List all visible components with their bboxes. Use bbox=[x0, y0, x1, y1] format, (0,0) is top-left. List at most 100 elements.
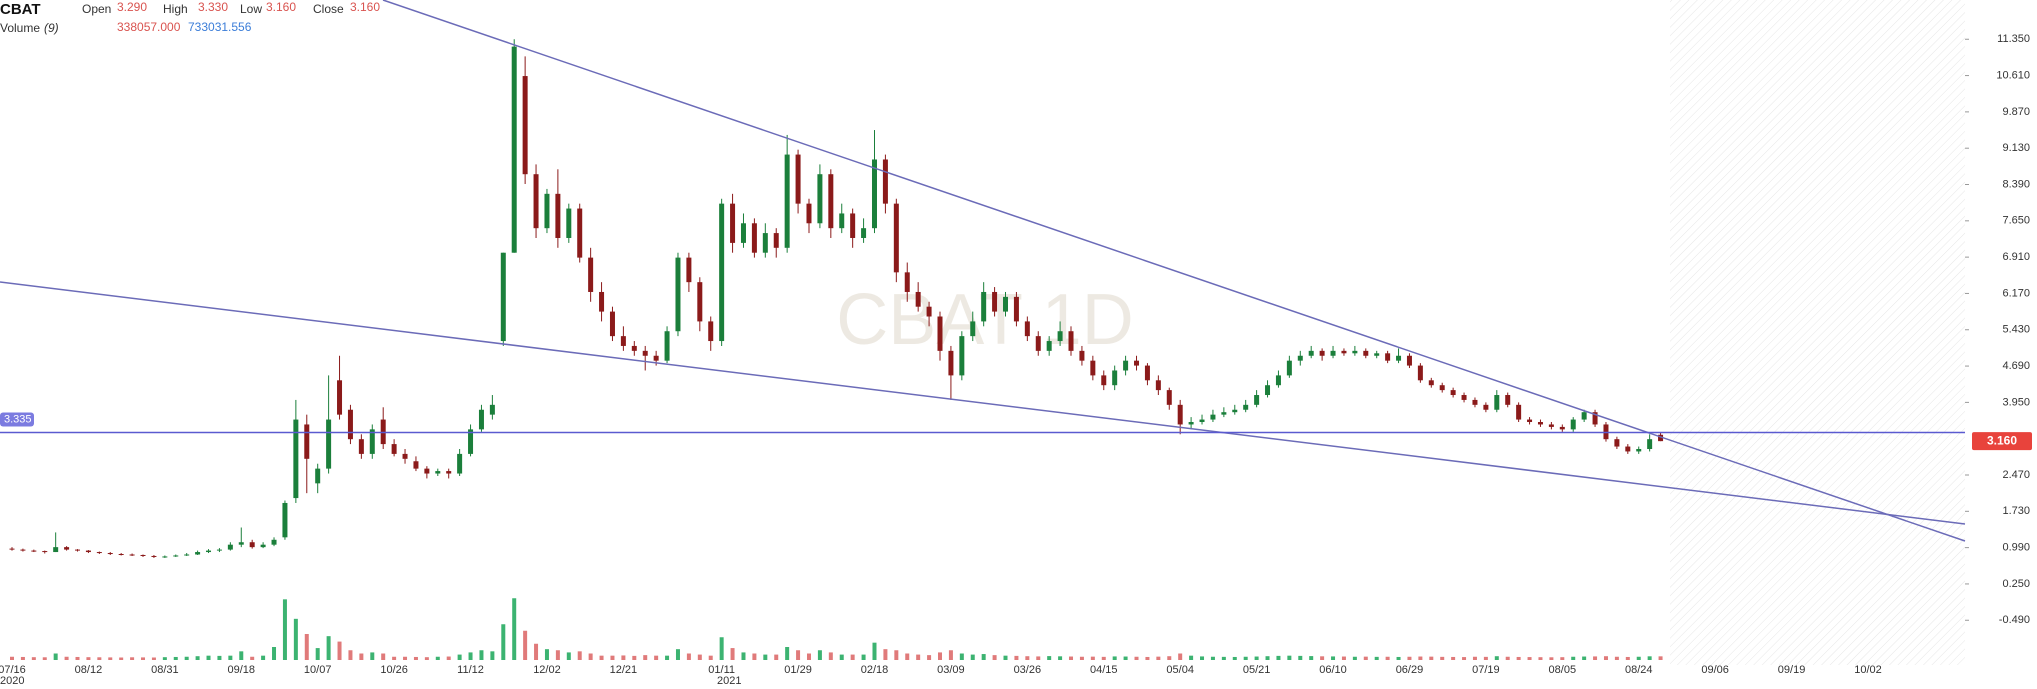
header: CBAT Open 3.290 High 3.330 Low 3.160 Clo… bbox=[0, 0, 380, 35]
candle-body bbox=[773, 233, 779, 248]
candle-body bbox=[1013, 296, 1019, 322]
candle-body bbox=[544, 193, 550, 229]
volume-bar bbox=[763, 654, 768, 660]
volume-bar bbox=[1440, 656, 1445, 660]
volume-bar bbox=[1647, 656, 1652, 660]
candle-body bbox=[1581, 412, 1587, 420]
x-tick-label: 05/04 bbox=[1166, 664, 1194, 676]
volume-bar bbox=[108, 657, 113, 660]
candle-body bbox=[1112, 370, 1118, 386]
volume-bar bbox=[1047, 656, 1052, 660]
y-tick-label: 2.470 bbox=[2002, 469, 2030, 481]
candle-body bbox=[315, 468, 321, 484]
candle-body bbox=[926, 306, 932, 317]
candle-body bbox=[631, 345, 637, 351]
candle-body bbox=[96, 552, 102, 554]
x-tick-label: 08/05 bbox=[1549, 664, 1577, 676]
volume-bar bbox=[796, 650, 801, 660]
candle-body bbox=[1406, 355, 1412, 366]
y-tick-label: 7.650 bbox=[2002, 215, 2030, 227]
x-tick-label: 06/29 bbox=[1396, 664, 1424, 676]
y-tick-label: -0.490 bbox=[1999, 614, 2030, 626]
volume-bar bbox=[675, 649, 680, 660]
candle-body bbox=[457, 453, 463, 474]
volume-bar bbox=[413, 656, 418, 660]
candle-body bbox=[227, 544, 233, 550]
volume-bar bbox=[1658, 656, 1663, 660]
volume-bar bbox=[53, 653, 58, 660]
volume-bar bbox=[970, 654, 975, 660]
volume-bar bbox=[894, 650, 899, 660]
candle-body bbox=[1352, 350, 1358, 354]
candle-body bbox=[1275, 375, 1281, 386]
candle-body bbox=[42, 551, 48, 553]
x-tick-label: 12/21 bbox=[610, 664, 638, 676]
candle-body bbox=[566, 208, 572, 238]
candle-body bbox=[9, 548, 15, 550]
volume-bar bbox=[1069, 656, 1074, 660]
candle-body bbox=[555, 193, 561, 238]
volume-bar bbox=[1134, 656, 1139, 660]
volume-bar bbox=[1265, 656, 1270, 660]
volume-bar bbox=[839, 654, 844, 660]
candle-body bbox=[1461, 395, 1467, 400]
candle-body bbox=[981, 291, 987, 322]
volume-bar bbox=[1516, 656, 1521, 660]
volume-bar bbox=[992, 655, 997, 660]
volume-bar bbox=[479, 650, 484, 660]
candle-body bbox=[817, 174, 823, 224]
candle-body bbox=[1286, 360, 1292, 376]
candle-body bbox=[1221, 412, 1227, 415]
volume-bar bbox=[828, 652, 833, 660]
last-price-label: 3.160 bbox=[1987, 433, 2017, 447]
volume-bar bbox=[1396, 656, 1401, 660]
level-label: 3.335 bbox=[4, 413, 32, 425]
candle-body bbox=[1647, 439, 1653, 449]
volume-bar bbox=[654, 655, 659, 660]
volume-bar bbox=[1014, 655, 1019, 660]
candle-body bbox=[828, 174, 834, 229]
volume-bar bbox=[359, 653, 364, 660]
candle-body bbox=[1614, 439, 1620, 447]
volume-bar bbox=[774, 654, 779, 660]
candle-body bbox=[478, 409, 484, 430]
field-name: High bbox=[163, 2, 188, 16]
volume-bar bbox=[1593, 656, 1598, 660]
volume-label: Volume bbox=[0, 21, 40, 35]
candle-body bbox=[1319, 350, 1325, 356]
candle-body bbox=[992, 291, 998, 312]
candle-body bbox=[184, 554, 190, 556]
candle-body bbox=[806, 203, 812, 224]
trend-line bbox=[382, 0, 1966, 542]
volume-bar bbox=[916, 654, 921, 660]
y-tick-label: 3.950 bbox=[2002, 396, 2030, 408]
volume-bar bbox=[141, 657, 146, 660]
candle-body bbox=[413, 461, 419, 469]
volume-bar bbox=[1571, 656, 1576, 660]
y-tick-label: 6.170 bbox=[2002, 287, 2030, 299]
volume-bar bbox=[588, 653, 593, 660]
candle-body bbox=[784, 154, 790, 248]
candle-body bbox=[304, 424, 310, 459]
volume-bar bbox=[1003, 655, 1008, 660]
volume-bar bbox=[1451, 656, 1456, 660]
volume-bar bbox=[130, 657, 135, 660]
candle-body bbox=[686, 257, 692, 283]
volume-bar bbox=[665, 655, 670, 660]
candle-body bbox=[271, 539, 277, 545]
candle-body bbox=[577, 208, 583, 258]
volume-bar bbox=[1189, 655, 1194, 660]
volume-bar bbox=[1331, 656, 1336, 660]
candle-body bbox=[675, 257, 681, 332]
volume-bar bbox=[446, 656, 451, 660]
volume-bar bbox=[1374, 656, 1379, 660]
candle-body bbox=[719, 203, 725, 342]
candle-body bbox=[1505, 395, 1511, 405]
volume-bar bbox=[1178, 653, 1183, 660]
candle-body bbox=[1035, 336, 1041, 351]
x-tick-label: 05/21 bbox=[1243, 664, 1271, 676]
candle-body bbox=[238, 542, 244, 545]
candle-body bbox=[53, 547, 59, 553]
volume-bar bbox=[468, 652, 473, 660]
volume-layer bbox=[10, 598, 1663, 660]
